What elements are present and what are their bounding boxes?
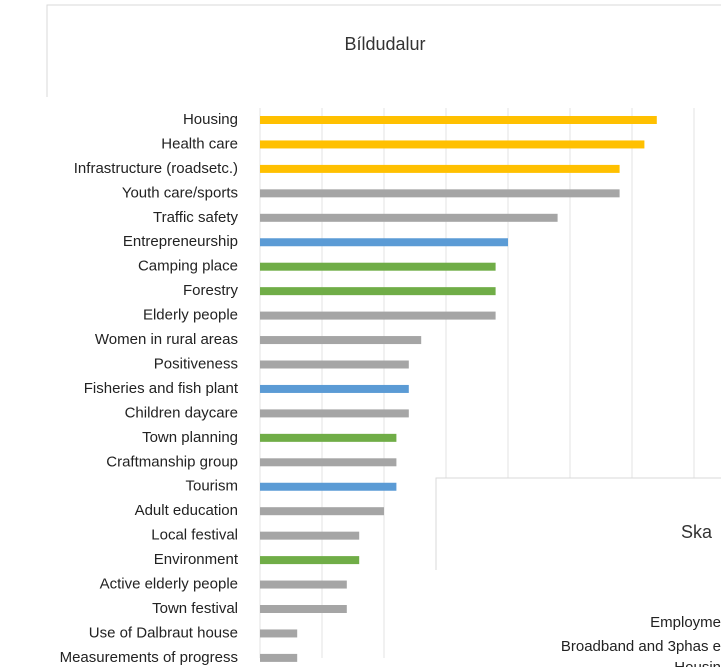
plot: Housing Health care Infrastructure (roadse… xyxy=(60,108,695,666)
y-tick-label: Fisheries and fish plant xyxy=(84,380,239,397)
bar xyxy=(260,213,558,222)
bar xyxy=(260,507,384,516)
chart-title: Ska xyxy=(681,522,713,542)
y-tick-label: Broadband and 3phas e xyxy=(561,638,721,655)
bar xyxy=(260,140,645,149)
y-tick-label: Environment xyxy=(154,551,239,568)
bar xyxy=(260,409,409,418)
bar xyxy=(260,384,409,393)
bar xyxy=(260,433,397,442)
y-tick-label: Town planning xyxy=(142,429,238,446)
bar xyxy=(260,482,397,491)
bar xyxy=(260,580,347,589)
second-chart-frame xyxy=(435,477,721,570)
y-tick-label: Traffic safety xyxy=(153,209,239,226)
second-chart-background xyxy=(436,478,721,667)
chart-title: Bíldudalur xyxy=(344,34,425,54)
second-plot: Employme Broadband and 3phas e Housin xyxy=(561,614,721,667)
y-tick-label: Elderly people xyxy=(143,307,238,324)
y-tick-label: Employme xyxy=(650,614,721,631)
bar xyxy=(260,336,422,345)
y-tick-label: Housing xyxy=(183,111,238,128)
y-tick-label: Town festival xyxy=(152,600,238,617)
y-tick-label: Tourism xyxy=(185,478,238,495)
bar xyxy=(260,653,298,662)
bar xyxy=(260,164,620,173)
y-tick-label: Infrastructure (roadsetc.) xyxy=(74,160,238,177)
bar xyxy=(260,605,347,613)
bar xyxy=(260,189,620,198)
y-tick-label: Forestry xyxy=(183,282,239,299)
y-tick-label: Women in rural areas xyxy=(95,331,238,348)
bar xyxy=(260,262,496,271)
y-tick-label: Housin xyxy=(674,659,721,667)
y-tick-label: Use of Dalbraut house xyxy=(89,624,238,641)
y-tick-label: Health care xyxy=(161,135,238,152)
y-tick-label: Adult education xyxy=(135,502,238,519)
bar xyxy=(260,116,657,124)
bar xyxy=(260,311,496,320)
bar xyxy=(260,238,508,247)
bar xyxy=(260,287,496,296)
bar xyxy=(260,458,397,467)
bar xyxy=(260,629,298,638)
y-tick-label: Positiveness xyxy=(154,355,238,372)
bar xyxy=(260,531,360,540)
y-tick-label: Local festival xyxy=(151,527,238,544)
y-tick-label: Entrepreneurship xyxy=(123,233,238,250)
y-tick-label: Camping place xyxy=(138,258,238,275)
y-tick-label: Craftmanship group xyxy=(106,453,238,470)
bar xyxy=(260,360,409,369)
y-tick-label: Youth care/sports xyxy=(122,184,238,201)
y-tick-label: Measurements of progress xyxy=(60,649,238,666)
y-tick-label: Active elderly people xyxy=(100,576,238,593)
chart-frame xyxy=(46,4,721,97)
y-tick-label: Children daycare xyxy=(125,404,238,421)
bar xyxy=(260,556,360,565)
